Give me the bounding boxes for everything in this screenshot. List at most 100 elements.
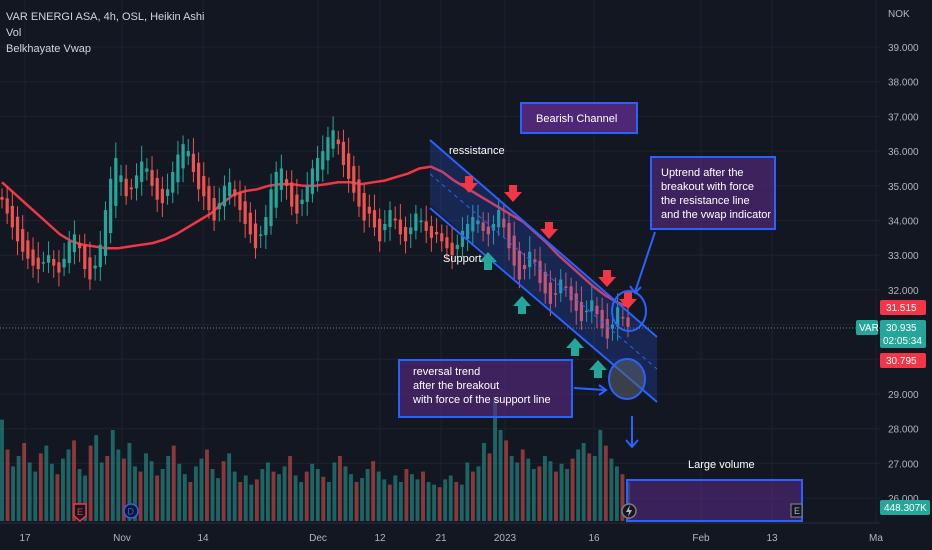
event-marker-split[interactable]: [621, 503, 637, 519]
candle-body: [264, 217, 268, 236]
candle-body: [616, 307, 620, 327]
candle-body: [57, 262, 61, 273]
candle-body: [548, 282, 553, 304]
vwap-indicator-label[interactable]: Belkhayate Vwap: [6, 43, 91, 55]
volume-bar: [609, 458, 614, 521]
candle-body: [315, 158, 320, 182]
candle-body: [341, 141, 346, 165]
volume-bar: [221, 461, 226, 521]
candle-body: [502, 218, 506, 228]
candle-body: [605, 319, 609, 339]
candle-body: [124, 178, 128, 197]
volume-bar: [293, 475, 298, 521]
price-scale: NOK 39.000 38.000 37.000 36.000 35.000 34.000…: [888, 9, 919, 505]
candle-body: [284, 179, 289, 186]
candle-body: [543, 271, 547, 294]
time-tick-label: 14: [197, 533, 209, 544]
volume-bar: [576, 449, 581, 521]
support-label: Support: [443, 253, 482, 265]
price-tick-label: 29.000: [888, 390, 919, 401]
candle-body: [388, 210, 392, 228]
price-tick-label: 35.000: [888, 182, 919, 193]
volume-bar: [592, 456, 597, 521]
candle-body: [207, 186, 211, 211]
reversal-pointer: [573, 387, 606, 391]
volume-bar: [398, 482, 403, 521]
candle-body: [310, 168, 315, 194]
volume-bar: [498, 430, 503, 521]
volume-bar: [155, 475, 160, 521]
breakout-circle-upper: [611, 290, 647, 332]
price-tick-label: 34.000: [888, 217, 919, 228]
volume-bar: [465, 462, 470, 521]
candle-body: [217, 203, 221, 210]
up-arrow-icon: [479, 252, 497, 270]
volume-bar: [44, 445, 49, 521]
low-value-badge: [880, 353, 926, 368]
volume-bar: [410, 474, 414, 521]
volume-bar: [304, 471, 309, 521]
time-tick-label: 16: [588, 533, 600, 544]
volume-bar: [127, 443, 132, 521]
ticker-badge: [856, 320, 878, 335]
volume-bar: [559, 463, 564, 521]
candle-body: [522, 265, 527, 270]
volume-bar: [27, 462, 32, 521]
candle-body: [574, 293, 578, 311]
event-marker-earnings-2[interactable]: E: [790, 503, 803, 518]
candle-body: [455, 244, 459, 249]
reversal-box: [398, 359, 573, 418]
event-marker-earnings-1[interactable]: E: [73, 503, 87, 522]
volume-bar: [537, 466, 542, 521]
heikin-ashi-candles: [0, 116, 630, 349]
candle-body: [393, 218, 397, 221]
volume-bar: [487, 453, 492, 521]
large-volume-label: Large volume: [688, 459, 755, 471]
candle-body: [52, 258, 56, 266]
symbol-title[interactable]: VAR ENERGI ASA, 4h, OSL, Heikin Ashi: [6, 11, 205, 23]
volume-bar: [476, 466, 481, 521]
currency-label: NOK: [888, 9, 910, 20]
volume-bar: [354, 482, 359, 521]
volume-bar: [437, 487, 442, 521]
uptrend-box: [650, 156, 776, 230]
event-marker-dividend[interactable]: D: [123, 503, 139, 519]
volume-bar: [493, 397, 497, 521]
volume-bar: [332, 462, 337, 521]
candle-body: [331, 130, 335, 149]
down-arrow-icon: [619, 292, 637, 309]
volume-bar: [33, 471, 38, 521]
candle-body: [347, 153, 351, 179]
candle-body: [372, 210, 377, 228]
candle-body: [414, 213, 418, 231]
time-tick-label: 17: [19, 533, 31, 544]
reversal-line-2: after the breakout: [413, 380, 499, 392]
volume-indicator-label[interactable]: Vol: [6, 27, 22, 39]
volume-bar: [504, 440, 509, 521]
candle-body: [481, 222, 485, 231]
volume-bar: [360, 478, 365, 521]
candle-body: [357, 179, 361, 207]
candle-body: [300, 199, 304, 205]
volume-bar: [60, 458, 65, 521]
volume-bar: [182, 474, 187, 521]
candle-body: [585, 310, 589, 313]
candle-body: [538, 260, 542, 283]
candle-body: [160, 188, 164, 204]
volume-bar: [11, 466, 16, 521]
volume-bar: [171, 445, 176, 521]
volume-bar: [66, 449, 71, 521]
candle-body: [114, 158, 118, 206]
candle-body: [564, 286, 568, 288]
volume-bar: [199, 458, 204, 521]
volume-bar: [249, 484, 254, 521]
candle-body: [326, 137, 330, 161]
volume-bar: [526, 458, 531, 521]
volume-bar: [216, 478, 220, 521]
volume-bar: [376, 471, 381, 521]
candle-body: [155, 177, 159, 200]
down-arrow-icon: [460, 176, 478, 193]
time-tick-label: 13: [766, 533, 778, 544]
volume-bar: [421, 471, 425, 521]
